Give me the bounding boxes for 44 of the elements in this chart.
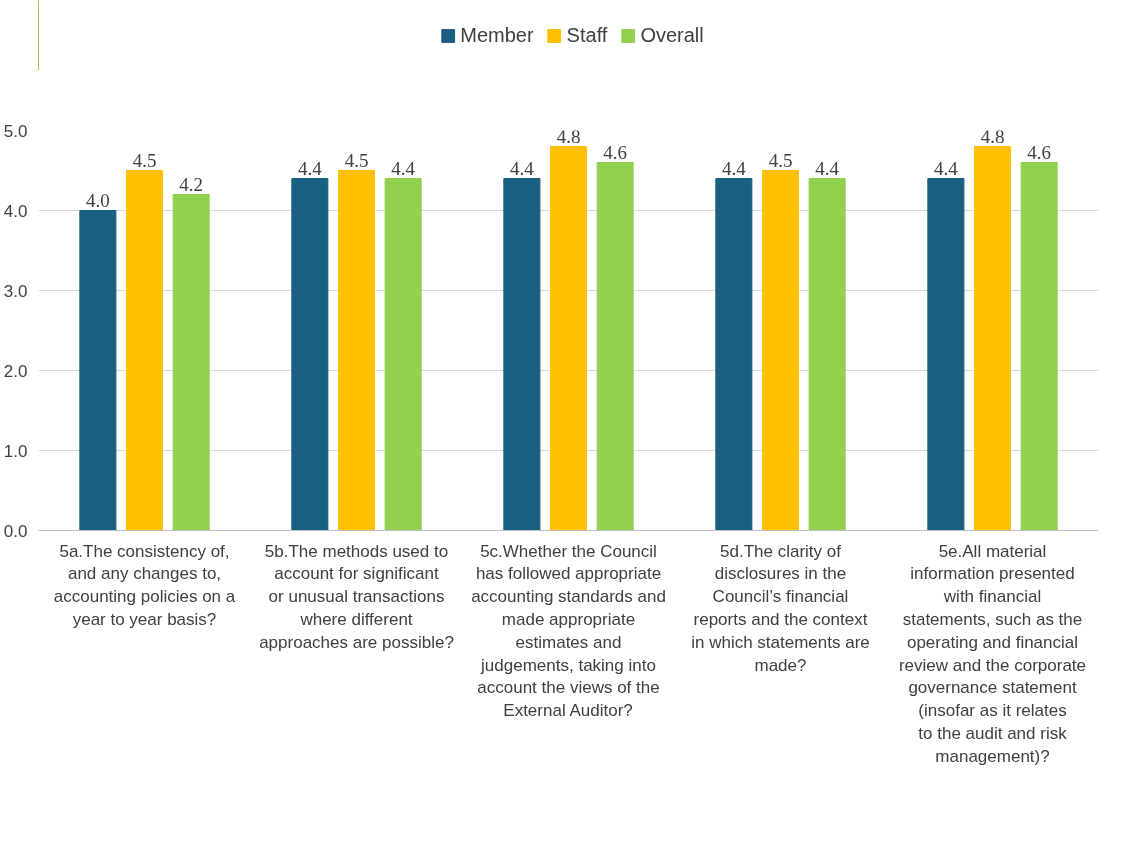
bar — [291, 178, 329, 531]
x-tick-label: 5b.The methods used to account for significant or unusual transactions where different approaches are possible? — [259, 541, 454, 652]
data-label: 4.5 — [132, 149, 157, 171]
legend-label: Staff — [566, 23, 608, 47]
x-tick-label: 5c.Whether the Council has followed appropriate accounting standards and made appropriate estimates and judgements, taking into account the views of the External Auditor? — [471, 541, 666, 721]
legend-label: Overall — [640, 23, 704, 47]
category-label: 5e.All material information presented with financial statements, such as the operating and financial review and the corporate governance statement (insofar as it relates to the audit and risk management)? — [898, 541, 1087, 766]
bar — [808, 178, 846, 531]
y-tick-label: 4.0 — [3, 201, 28, 221]
legend-label: Member — [460, 23, 534, 47]
x-tick-label: 5d.The clarity of disclosures in the Council’s financial reports and the context in which statements are made? — [691, 541, 870, 675]
data-label: 4.4 — [933, 157, 959, 179]
data-label: 4.4 — [391, 157, 416, 179]
bar — [761, 170, 800, 531]
data-label: 4.6 — [603, 141, 628, 163]
data-label: 4.5 — [768, 149, 793, 171]
bar — [172, 194, 210, 531]
data-label: 4.4 — [721, 157, 747, 179]
data-label: 4.8 — [980, 125, 1005, 147]
data-label: 4.5 — [344, 149, 369, 171]
y-tick-label: 5.0 — [3, 121, 28, 141]
bar — [715, 178, 753, 531]
bar — [1020, 162, 1058, 531]
data-label: 4.2 — [179, 173, 204, 195]
y-tick-label: 2.0 — [3, 361, 28, 381]
x-tick-label: 5a.The consistency of, and any changes to, accounting policies on a year to year basis? — [53, 541, 236, 629]
y-tick-label: 3.0 — [3, 281, 28, 301]
bar — [549, 146, 588, 531]
bar — [79, 210, 117, 531]
bar — [384, 178, 422, 531]
bar — [973, 146, 1012, 531]
bar — [337, 170, 376, 531]
data-label: 4.4 — [509, 157, 535, 179]
bar — [125, 170, 164, 531]
data-label: 4.0 — [85, 189, 110, 211]
bar — [596, 162, 634, 531]
bar — [927, 178, 965, 531]
data-label: 4.8 — [556, 125, 581, 147]
y-tick-label: 1.0 — [3, 441, 28, 461]
data-label: 4.6 — [1027, 141, 1052, 163]
data-label: 4.4 — [815, 157, 840, 179]
bar — [503, 178, 541, 531]
data-label: 4.4 — [297, 157, 323, 179]
y-tick-label: 0.0 — [3, 521, 28, 541]
